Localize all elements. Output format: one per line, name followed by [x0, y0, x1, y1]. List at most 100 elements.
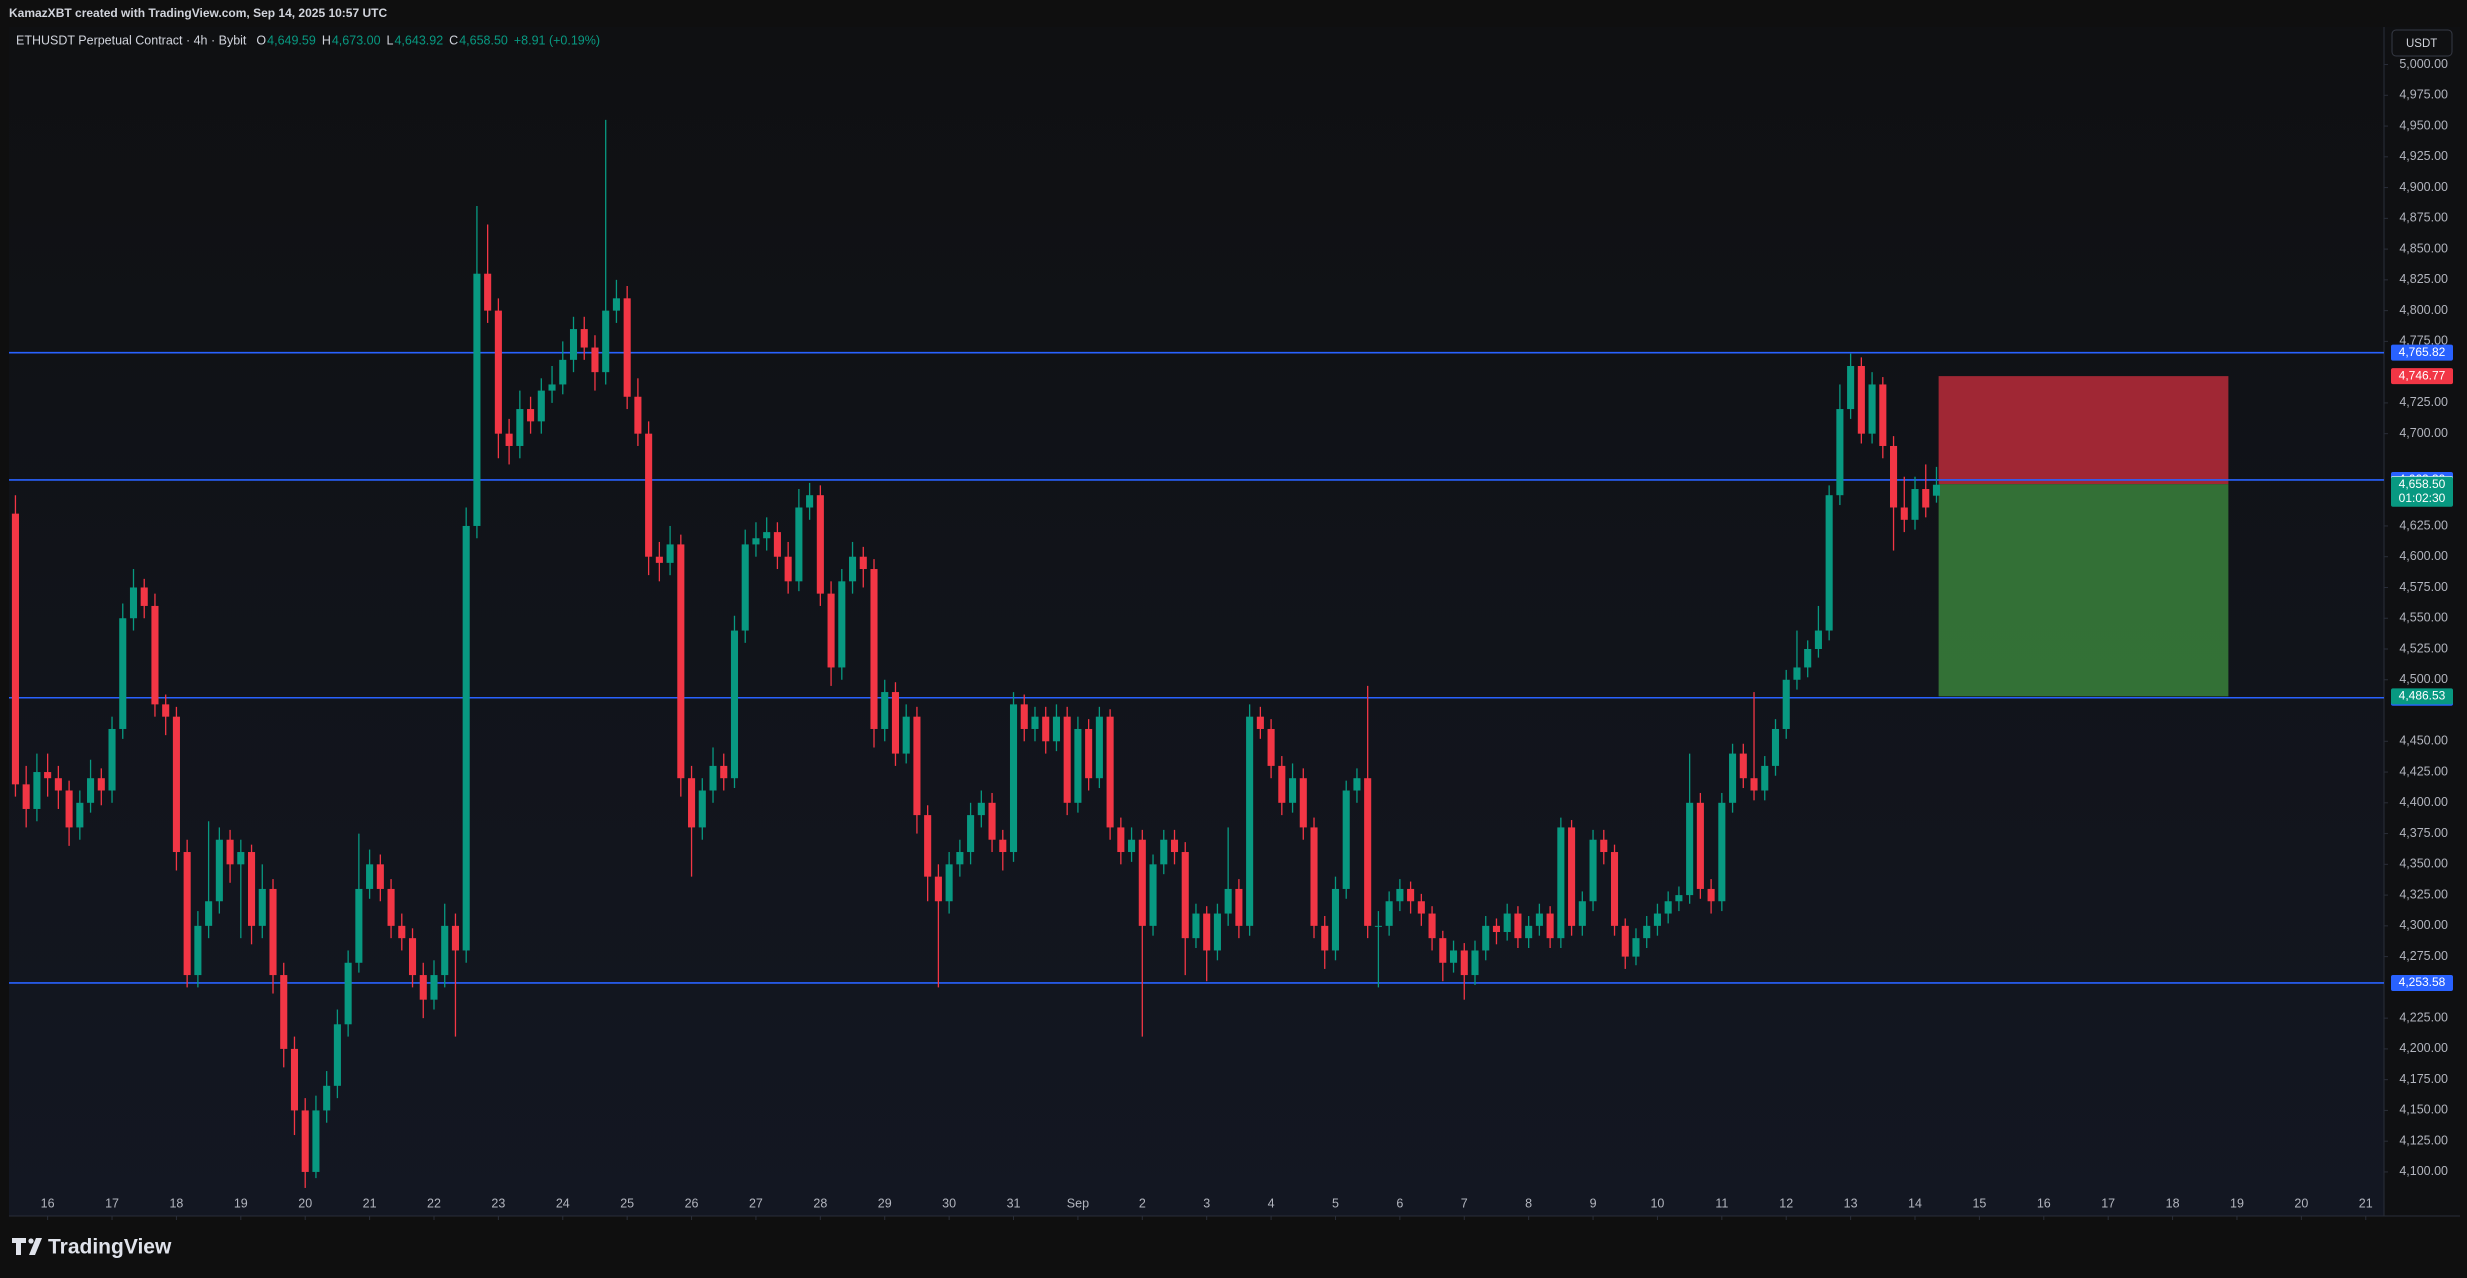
candle-body	[1396, 888, 1404, 902]
candle-body	[1771, 728, 1780, 766]
candle-body	[1181, 852, 1189, 939]
y-tick-label: 4,950.00	[2399, 118, 2448, 132]
x-tick-label: 6	[1396, 1196, 1403, 1210]
y-tick-label: 4,900.00	[2399, 180, 2448, 194]
candle-body	[376, 864, 384, 889]
candle-body	[1557, 827, 1565, 939]
candle-body	[1460, 950, 1468, 976]
candle-body	[194, 925, 202, 976]
candle-body	[1170, 839, 1179, 853]
candle-body	[162, 704, 170, 717]
candle-body	[1546, 913, 1554, 939]
x-tick-label: 25	[620, 1196, 634, 1210]
candle-body	[1235, 888, 1243, 926]
candle-body	[655, 556, 663, 563]
y-tick-label: 4,350.00	[2399, 857, 2448, 871]
candle-body	[1868, 384, 1876, 434]
candle-body	[838, 581, 846, 668]
candle-body	[1364, 778, 1372, 926]
candle-body	[870, 569, 878, 729]
logo-icon	[12, 1238, 26, 1255]
candle-body	[1718, 802, 1726, 902]
candle-body	[419, 975, 427, 1000]
candle-body	[1160, 839, 1168, 865]
candle-body	[559, 359, 567, 385]
x-tick-label: 27	[749, 1196, 763, 1210]
candle-body	[1439, 938, 1447, 963]
x-tick-label: 20	[2294, 1196, 2308, 1210]
currency-button[interactable]	[2391, 29, 2453, 57]
candle-body	[1353, 778, 1361, 791]
logo-icon	[28, 1238, 34, 1244]
x-tick-label: 10	[1650, 1196, 1664, 1210]
x-tick-label: 29	[878, 1196, 892, 1210]
candle-body	[537, 390, 545, 422]
candle-body	[569, 329, 578, 360]
x-tick-label: 26	[685, 1196, 699, 1210]
attribution: KamazXBT created with TradingView.com, S…	[9, 6, 387, 20]
axes: 4,100.00 4,125.00 4,150.00 4,175.00 4,200.00…	[41, 57, 2448, 1220]
y-tick-label: 4,825.00	[2399, 272, 2448, 286]
candle-body	[1267, 728, 1275, 766]
price-tags: 4,765.824,662.394,485.394,253.584,746.77…	[2391, 344, 2453, 991]
candle-body	[1535, 913, 1543, 926]
candle-body	[956, 852, 964, 865]
candle-body	[827, 593, 835, 668]
x-tick-label: 11	[1715, 1196, 1728, 1210]
candle-body	[666, 544, 674, 563]
candle-body	[591, 347, 599, 373]
candle-body	[1761, 765, 1769, 791]
candle-body	[462, 525, 470, 951]
candle-body	[1224, 888, 1232, 914]
legend-key: H	[322, 33, 331, 47]
x-tick-label: 22	[427, 1196, 441, 1210]
legend-key: O	[256, 33, 266, 47]
currency[interactable]: USDT	[2406, 38, 2437, 50]
candle-body	[1310, 827, 1318, 926]
hline-price-tag-bg	[2391, 344, 2453, 361]
candle-body	[237, 852, 245, 865]
y-tick-label: 4,525.00	[2399, 641, 2448, 655]
candle-body	[183, 852, 191, 976]
last-price-tag-countdown: 01:02:30	[2399, 491, 2446, 505]
candle-body	[1932, 484, 1941, 496]
candle-body	[784, 556, 792, 582]
candle-body	[258, 888, 266, 926]
candle-body	[1289, 778, 1297, 803]
x-tick-label: 18	[2166, 1196, 2180, 1210]
y-tick-label: 4,550.00	[2399, 611, 2448, 625]
candle-body	[988, 802, 996, 840]
ohlc-legend: O 4,649.59 H 4,673.00 L 4,643.92 C 4,658.50 +8.9…	[256, 33, 600, 47]
candle-body	[280, 975, 288, 1049]
candle-body	[301, 1110, 309, 1172]
symbol-title: ETHUSDT Perpetual Contract · 4h · Bybit	[16, 33, 247, 47]
candle-body	[934, 876, 942, 902]
candle-body	[1471, 950, 1479, 976]
candle-body	[333, 1024, 341, 1086]
candle-body	[151, 605, 159, 705]
candle-body	[215, 839, 223, 902]
candle-body	[527, 409, 535, 422]
candle-body	[623, 298, 631, 397]
logo-icon	[29, 1238, 42, 1255]
legend-value: 4,649.59	[267, 33, 316, 47]
candle-body	[1825, 495, 1833, 631]
legend-value: 4,658.50	[459, 33, 508, 47]
candle-body	[205, 901, 213, 926]
x-tick-label: 4	[1268, 1196, 1275, 1210]
candle-body	[290, 1048, 299, 1111]
candle-body	[1428, 913, 1436, 939]
x-tick-label: Sep	[1067, 1196, 1089, 1210]
candle-body	[902, 716, 910, 754]
candle-body	[1074, 728, 1082, 803]
candle-body	[1610, 852, 1619, 926]
stop-zone	[1938, 376, 2229, 485]
candle-body	[226, 839, 234, 865]
y-tick-label: 4,500.00	[2399, 672, 2448, 686]
x-tick-label: 14	[1908, 1196, 1922, 1210]
candle-body	[33, 772, 41, 809]
candle-body	[1085, 728, 1093, 779]
candle-body	[408, 938, 417, 976]
x-tick-label: 13	[1844, 1196, 1858, 1210]
candle-body	[1213, 913, 1221, 951]
